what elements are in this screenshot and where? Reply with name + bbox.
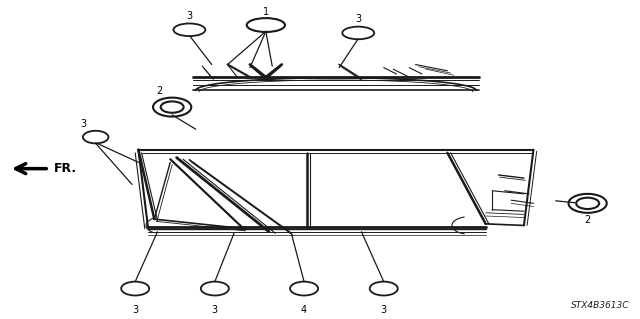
Text: STX4B3613C: STX4B3613C xyxy=(570,301,629,310)
Text: FR.: FR. xyxy=(54,162,77,175)
Text: 3: 3 xyxy=(355,14,362,25)
Text: 3: 3 xyxy=(186,11,193,21)
Text: 2: 2 xyxy=(584,215,591,225)
Text: 2: 2 xyxy=(156,86,163,96)
Text: 4: 4 xyxy=(301,305,307,315)
Text: 3: 3 xyxy=(381,305,387,315)
Text: 3: 3 xyxy=(212,305,218,315)
Text: 3: 3 xyxy=(132,305,138,315)
Text: 3: 3 xyxy=(80,119,86,129)
Text: 1: 1 xyxy=(263,6,269,17)
